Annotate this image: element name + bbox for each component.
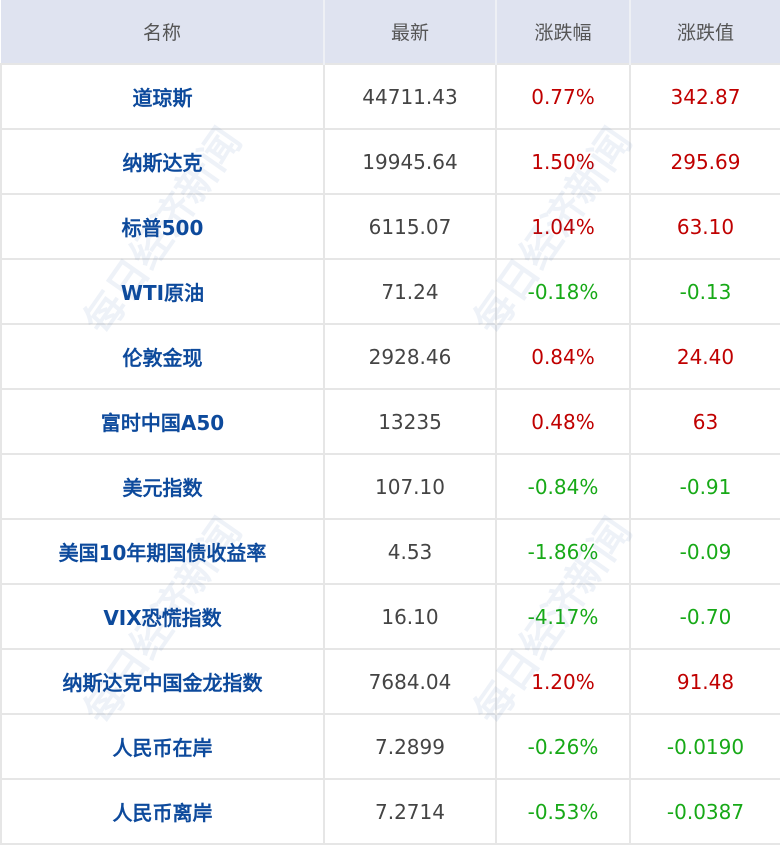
change-pct-cell: 0.77% [495, 63, 631, 130]
change-pct-cell: 0.84% [495, 323, 631, 390]
latest-cell: 7684.04 [323, 648, 497, 715]
table-row: 标普500 6115.07 1.04% 63.10 [0, 193, 780, 260]
latest-cell: 44711.43 [323, 63, 497, 130]
table-row: WTI原油 71.24 -0.18% -0.13 [0, 258, 780, 325]
latest-cell: 19945.64 [323, 128, 497, 195]
change-value-cell: -0.0190 [629, 713, 780, 780]
latest-cell: 16.10 [323, 583, 497, 650]
change-value-cell: 342.87 [629, 63, 780, 130]
change-value-cell: -0.13 [629, 258, 780, 325]
name-cell: 美元指数 [0, 453, 325, 520]
change-pct-cell: 0.48% [495, 388, 631, 455]
change-value-cell: -0.0387 [629, 778, 780, 845]
table-row: 纳斯达克 19945.64 1.50% 295.69 [0, 128, 780, 195]
name-cell: WTI原油 [0, 258, 325, 325]
latest-cell: 7.2899 [323, 713, 497, 780]
change-value-cell: 63 [629, 388, 780, 455]
table-row: 伦敦金现 2928.46 0.84% 24.40 [0, 323, 780, 390]
change-pct-cell: -0.53% [495, 778, 631, 845]
table-row: 美元指数 107.10 -0.84% -0.91 [0, 453, 780, 520]
name-cell: 纳斯达克中国金龙指数 [0, 648, 325, 715]
latest-cell: 71.24 [323, 258, 497, 325]
change-value-cell: 295.69 [629, 128, 780, 195]
table-row: 富时中国A50 13235 0.48% 63 [0, 388, 780, 455]
table-row: VIX恐慌指数 16.10 -4.17% -0.70 [0, 583, 780, 650]
name-cell: VIX恐慌指数 [0, 583, 325, 650]
name-cell: 标普500 [0, 193, 325, 260]
name-cell: 富时中国A50 [0, 388, 325, 455]
change-value-cell: -0.91 [629, 453, 780, 520]
name-cell: 伦敦金现 [0, 323, 325, 390]
header-name: 名称 [1, 0, 325, 64]
latest-cell: 2928.46 [323, 323, 497, 390]
change-value-cell: -0.09 [629, 518, 780, 585]
change-pct-cell: -4.17% [495, 583, 631, 650]
latest-cell: 7.2714 [323, 778, 497, 845]
table-row: 道琼斯 44711.43 0.77% 342.87 [0, 63, 780, 130]
change-value-cell: 91.48 [629, 648, 780, 715]
change-pct-cell: -1.86% [495, 518, 631, 585]
table-row: 人民币在岸 7.2899 -0.26% -0.0190 [0, 713, 780, 780]
name-cell: 道琼斯 [0, 63, 325, 130]
change-pct-cell: -0.18% [495, 258, 631, 325]
change-pct-cell: -0.26% [495, 713, 631, 780]
header-latest: 最新 [324, 0, 497, 64]
change-pct-cell: 1.04% [495, 193, 631, 260]
name-cell: 纳斯达克 [0, 128, 325, 195]
table-row: 纳斯达克中国金龙指数 7684.04 1.20% 91.48 [0, 648, 780, 715]
latest-cell: 4.53 [323, 518, 497, 585]
change-pct-cell: 1.50% [495, 128, 631, 195]
change-value-cell: 63.10 [629, 193, 780, 260]
latest-cell: 13235 [323, 388, 497, 455]
change-value-cell: 24.40 [629, 323, 780, 390]
name-cell: 美国10年期国债收益率 [0, 518, 325, 585]
change-pct-cell: -0.84% [495, 453, 631, 520]
table-row: 美国10年期国债收益率 4.53 -1.86% -0.09 [0, 518, 780, 585]
latest-cell: 107.10 [323, 453, 497, 520]
table-row: 人民币离岸 7.2714 -0.53% -0.0387 [0, 778, 780, 845]
change-value-cell: -0.70 [629, 583, 780, 650]
header-change-pct: 涨跌幅 [496, 0, 631, 64]
header-row: 名称 最新 涨跌幅 涨跌值 [1, 0, 780, 64]
name-cell: 人民币在岸 [0, 713, 325, 780]
latest-cell: 6115.07 [323, 193, 497, 260]
change-pct-cell: 1.20% [495, 648, 631, 715]
header-change-value: 涨跌值 [630, 0, 780, 64]
name-cell: 人民币离岸 [0, 778, 325, 845]
